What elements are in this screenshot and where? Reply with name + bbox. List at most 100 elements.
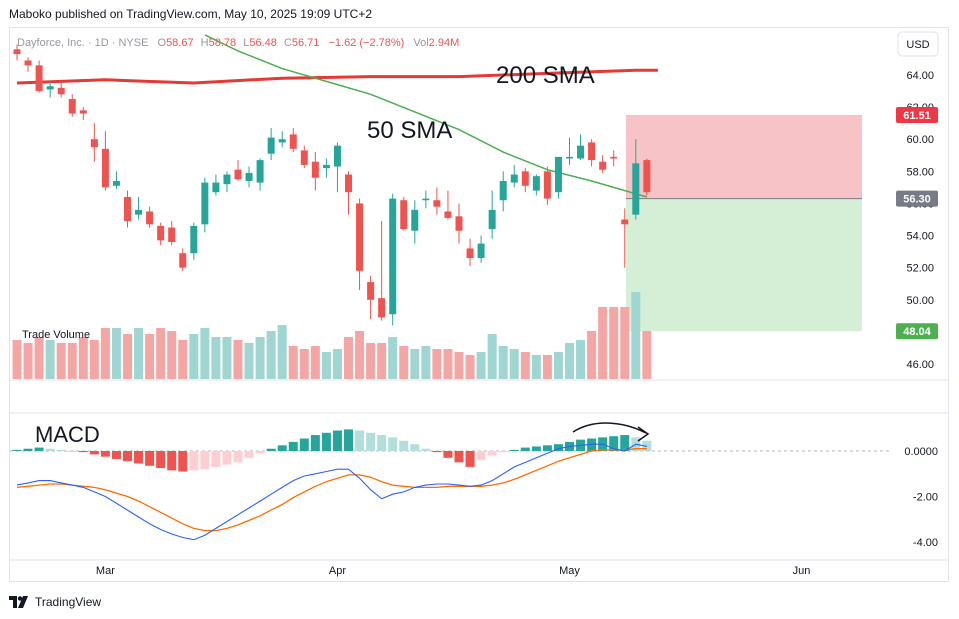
tradingview-logo-icon (9, 596, 28, 608)
candle[interactable] (477, 235, 485, 263)
candle-body (400, 200, 408, 230)
candle[interactable] (400, 197, 408, 231)
candle[interactable] (223, 171, 231, 193)
candle[interactable] (24, 57, 32, 72)
candle[interactable] (57, 81, 65, 98)
candle[interactable] (588, 139, 596, 167)
candle[interactable] (577, 134, 585, 161)
candle[interactable] (245, 166, 253, 188)
macd-histogram-bar (498, 451, 508, 453)
candle[interactable] (521, 168, 529, 193)
candle[interactable] (488, 190, 496, 239)
volume-bar (167, 331, 177, 379)
candle[interactable] (35, 60, 43, 93)
candle[interactable] (68, 94, 76, 117)
candle[interactable] (256, 158, 264, 191)
candle[interactable] (190, 222, 198, 260)
candle[interactable] (356, 198, 364, 291)
volume-bar (576, 340, 586, 379)
candle[interactable] (201, 177, 209, 233)
candle[interactable] (411, 200, 419, 244)
candle[interactable] (433, 187, 441, 215)
candle[interactable] (610, 150, 618, 167)
candle[interactable] (510, 164, 518, 188)
candle-body (300, 150, 308, 165)
candle[interactable] (632, 139, 640, 220)
candle-body (13, 49, 21, 55)
candle-body (356, 203, 364, 271)
volume-bar (388, 337, 398, 379)
candle[interactable] (543, 166, 551, 206)
candle-body (278, 139, 286, 143)
candle[interactable] (532, 174, 540, 196)
sma200-annotation: 200 SMA (496, 62, 595, 89)
volume-bar (266, 331, 276, 379)
candle[interactable] (212, 174, 220, 196)
volume-bar (465, 355, 475, 379)
volume-bar (123, 334, 132, 379)
candle[interactable] (554, 156, 562, 199)
candle[interactable] (179, 248, 187, 271)
candle[interactable] (378, 221, 386, 321)
volume-bar (344, 337, 353, 379)
candle[interactable] (101, 131, 109, 191)
volume-bar (23, 343, 33, 379)
candle[interactable] (466, 238, 474, 267)
candle[interactable] (499, 171, 507, 212)
candle[interactable] (300, 145, 308, 169)
candle[interactable] (135, 197, 143, 220)
candle[interactable] (112, 171, 120, 189)
macd-histogram-bar (189, 451, 199, 471)
candle[interactable] (367, 275, 375, 320)
volume-bar (498, 346, 508, 379)
price-axis: 64.0062.0060.0058.0056.0054.0052.0050.00… (896, 70, 938, 549)
target-zone[interactable] (626, 198, 862, 332)
candle[interactable] (157, 222, 165, 246)
legend: Dayforce, Inc. · 1D · NYSE O58.67 H58.78… (17, 37, 459, 49)
candle[interactable] (322, 158, 330, 178)
currency-button[interactable] (897, 31, 939, 57)
volume-bar (399, 346, 409, 379)
candle[interactable] (455, 203, 463, 244)
tradingview-brand[interactable]: TradingView (9, 595, 101, 609)
candle[interactable] (46, 81, 54, 98)
candle[interactable] (389, 193, 397, 326)
macd-histogram-bar (211, 451, 221, 467)
candle[interactable] (278, 131, 286, 148)
stop-zone[interactable] (626, 114, 862, 199)
price-tag: 61.51 (896, 106, 938, 123)
candle[interactable] (599, 155, 607, 173)
candle[interactable] (13, 44, 21, 61)
candle[interactable] (146, 206, 154, 228)
volume-bar (542, 355, 552, 379)
volume-bar (332, 349, 342, 379)
macd-histogram-bar (45, 448, 55, 451)
candle[interactable] (90, 123, 98, 162)
candle[interactable] (289, 127, 297, 153)
candle[interactable] (79, 107, 87, 120)
candle[interactable] (234, 160, 242, 181)
candle-body (532, 176, 540, 191)
candle[interactable] (422, 190, 430, 209)
macd-histogram-bar (432, 451, 442, 453)
candle[interactable] (333, 142, 341, 193)
macd-histogram-bar (123, 451, 132, 462)
candle[interactable] (168, 221, 176, 246)
candle[interactable] (444, 190, 452, 220)
candle-body (466, 248, 474, 259)
arrow-head (637, 426, 650, 442)
candle[interactable] (621, 208, 629, 268)
volume-bar (355, 331, 365, 379)
macd-histogram-bar (23, 448, 33, 451)
volume-bars (12, 292, 652, 379)
candle[interactable] (311, 152, 319, 191)
candle[interactable] (124, 190, 131, 228)
candle[interactable] (643, 158, 651, 196)
candle-body (35, 65, 43, 92)
candle[interactable] (566, 137, 573, 165)
volume-bar (410, 349, 420, 379)
candle[interactable] (267, 127, 275, 161)
candle[interactable] (345, 171, 352, 215)
volume-bar (233, 340, 243, 379)
